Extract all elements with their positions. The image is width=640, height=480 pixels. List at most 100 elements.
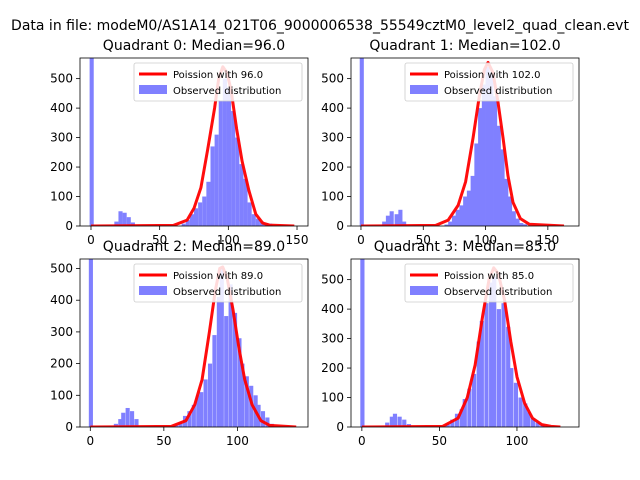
x-tick-label: 50 [432,434,447,448]
histogram-bar [243,178,248,226]
quadrant-1-legend: Poission with 102.0 Observed distribution [404,62,574,102]
y-tick-label: 300 [50,325,73,339]
legend-observed-swatch [139,286,167,295]
y-tick-label: 0 [336,420,344,434]
x-tick-label: 0 [358,434,366,448]
histogram-bar [485,66,490,226]
histogram-bar [455,209,460,226]
histogram-bar [507,196,513,226]
histogram-bar [247,202,252,226]
histogram-bar [523,403,528,427]
histogram-bar [513,382,519,427]
histogram-bar [481,84,486,226]
legend-observed-label: Observed distribution [444,287,552,298]
histogram-bar [526,412,531,427]
histogram-bar [126,217,131,226]
y-tick-label: 100 [321,190,344,204]
histogram-bar [389,416,394,427]
histogram-bar [444,224,449,226]
histogram-bar [509,368,514,427]
x-tick-label: 50 [152,233,167,247]
quadrant-1-panel: Quadrant 1: Median=102.0 0 50 100 150 0 100 200… [321,38,580,247]
histogram-bar [476,341,481,427]
y-tick-label: 400 [50,293,73,307]
panels: Quadrant 0: Median=96.0 0 50 100 150 0 100 200 3… [50,38,580,448]
histogram-bar [228,284,233,427]
histogram-bar [500,149,505,226]
histogram-bar [189,214,194,226]
histogram-bar [450,419,455,427]
histogram-bar [174,425,179,427]
histogram-bar [394,214,399,226]
quadrant-1-title: Quadrant 1: Median=102.0 [369,38,560,54]
poisson-curve [360,60,565,226]
histogram-bar [118,419,123,427]
histogram-bar [479,320,484,427]
legend-box [404,263,574,303]
legend-poisson-label: Poission with 85.0 [444,271,534,282]
y-tick-label: 0 [336,219,344,233]
histogram-bar [194,208,199,226]
legend-box [404,62,574,102]
histogram-bar [496,309,501,427]
y-tick-label: 500 [321,72,344,86]
y-tick-label: 0 [65,420,73,434]
x-tick-label: 100 [226,434,249,448]
histogram-bar [519,223,524,226]
y-tick-label: 100 [50,190,73,204]
histogram-bar [222,78,227,226]
histogram-bar [466,190,471,226]
x-tick-label: 0 [86,434,94,448]
histogram-bar [463,196,468,226]
histogram-bar [251,214,256,226]
x-tick-label: 150 [536,233,559,247]
histogram-bar [125,407,130,427]
histogram-bar [489,282,494,427]
histogram-bar [462,399,467,427]
histogram-bar [496,125,501,226]
histogram-bar [260,411,266,427]
histogram-bar [134,419,139,427]
histogram-bar [397,416,402,427]
legend-box [133,62,303,102]
histogram-bar [535,422,540,427]
histogram-bar [237,338,242,427]
histogram-bar [240,363,245,427]
y-tick-label: 200 [321,361,344,375]
histogram-bar [511,211,516,226]
histogram-bar [212,335,217,427]
histogram-bar [219,268,224,427]
quadrant-1-plot [359,58,565,226]
histogram-bar [231,111,236,226]
histogram-bar [255,218,260,226]
histogram-bar [207,363,213,427]
quadrant-2-panel: Quadrant 2: Median=89.0 0 50 100 0 100 200 300 4… [50,239,309,448]
histogram-bar [114,221,119,226]
y-tick-label: 100 [321,391,344,405]
x-tick-label: 50 [156,434,171,448]
x-tick-label: 150 [286,233,309,247]
histogram-bar [392,413,398,427]
y-tick-label: 400 [50,101,73,115]
quadrant-0-panel: Quadrant 0: Median=96.0 0 50 100 150 0 100 200 3… [50,38,308,247]
histogram-bar [451,215,457,226]
y-tick-label: 400 [321,101,344,115]
histogram-bar [478,108,483,226]
legend-observed-label: Observed distribution [444,86,552,97]
legend-observed-label: Observed distribution [173,287,281,298]
histogram-bar [445,424,450,427]
histogram-bar [191,404,196,427]
axes-frame [79,258,309,428]
quadrant-0-title: Quadrant 0: Median=96.0 [103,38,285,54]
histogram-bar [232,312,238,427]
histogram-bar [492,276,497,427]
histogram-bar [359,58,364,226]
histogram-bar [265,417,270,427]
histogram-bar [218,100,223,226]
histogram-bar [88,259,93,427]
legend-poisson-label: Poission with 96.0 [173,70,263,81]
histogram-bar [470,175,475,226]
histogram-bar [389,211,394,226]
x-tick-label: 0 [357,233,365,247]
